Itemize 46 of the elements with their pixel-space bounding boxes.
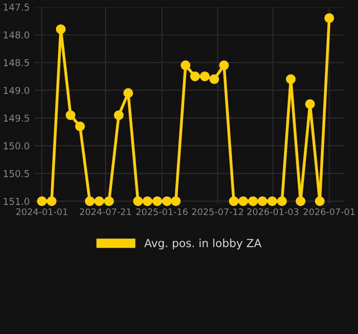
point [200,72,210,82]
point [75,121,85,132]
y-tick-label: 149.5 [4,114,30,122]
point [190,72,200,82]
point [170,196,181,206]
point [180,60,190,70]
point [267,196,278,206]
point [248,196,258,206]
point [84,196,95,206]
point [66,110,76,120]
y-tick-label: 148.5 [4,59,30,66]
point [114,110,124,120]
x-tick-label: 2024-07-21 [80,208,131,216]
point [314,196,325,206]
point [37,196,47,206]
y-tick-label: 150.0 [4,142,30,150]
point [123,88,134,98]
y-tick-label: 147.5 [4,4,30,11]
y-tick-label: 151.0 [4,198,30,205]
x-tick-label: 2024-01-01 [16,208,68,216]
point [142,196,152,206]
point [94,196,104,206]
point [133,196,143,206]
y-tick-label: 150.5 [4,170,30,178]
point [162,196,172,206]
point [286,74,296,84]
x-tick-label: 2026-07-01 [304,208,355,216]
point [219,60,229,70]
point [258,196,268,206]
point [324,13,334,23]
y-tick-label: 148.0 [4,31,30,38]
point [209,74,220,84]
point [56,24,66,34]
x-tick-label: 2025-07-12 [192,208,244,216]
point [277,196,287,206]
legend-label: Avg. pos. in lobby ZA [144,238,262,250]
x-tick-label: 2026-01-03 [247,208,298,216]
y-tick-label: 149.0 [4,86,30,94]
point [104,196,114,206]
point [305,99,315,109]
point [228,196,239,206]
point [46,196,57,206]
point [152,196,162,206]
point [238,196,248,206]
point [296,196,306,206]
x-tick-label: 2025-01-16 [136,208,188,216]
